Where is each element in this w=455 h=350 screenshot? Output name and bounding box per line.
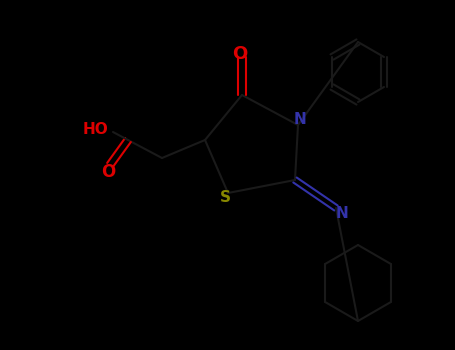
Text: O: O	[233, 45, 248, 63]
Text: N: N	[336, 206, 349, 222]
Text: S: S	[219, 189, 231, 204]
Text: HO: HO	[82, 122, 108, 138]
Text: N: N	[293, 112, 306, 127]
Text: O: O	[101, 163, 115, 181]
